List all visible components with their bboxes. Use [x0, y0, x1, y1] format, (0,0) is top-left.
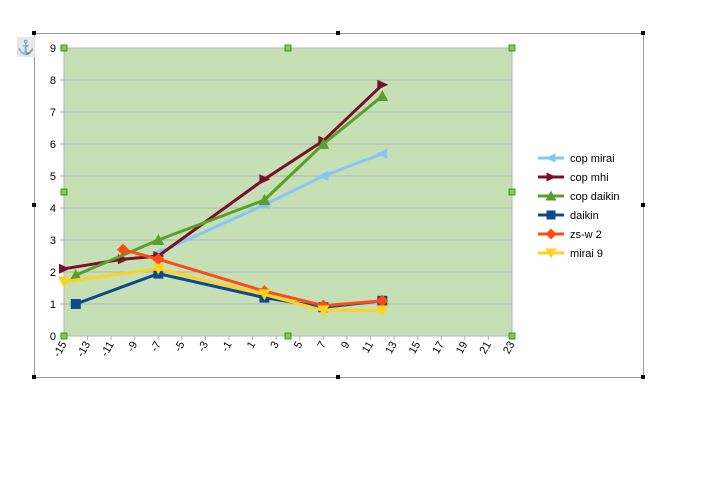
legend-marker — [545, 153, 556, 163]
data-point — [317, 171, 329, 181]
data-point — [376, 90, 389, 101]
y-tick-label: 1 — [50, 299, 56, 311]
data-point — [376, 294, 389, 307]
plot-area-handle[interactable] — [508, 44, 516, 52]
series-line[interactable] — [157, 152, 383, 255]
x-tick-label: -3 — [196, 340, 211, 354]
x-tick-label: -7 — [149, 340, 164, 354]
y-tick-label: 7 — [50, 107, 56, 119]
plot-area-handle[interactable] — [284, 332, 292, 340]
y-tick-label: 9 — [50, 43, 56, 55]
legend-marker — [545, 190, 557, 201]
x-tick-label: 5 — [292, 340, 305, 351]
y-tick-label: 3 — [50, 235, 56, 247]
legend-marker — [546, 210, 556, 220]
data-point — [70, 299, 81, 309]
legend-label[interactable]: daikin — [570, 210, 599, 222]
data-point — [376, 305, 389, 317]
legend-marker — [545, 248, 557, 259]
data-point — [69, 269, 82, 281]
x-tick-label: 11 — [360, 340, 376, 356]
x-tick-label: 23 — [501, 340, 518, 357]
x-tick-label: 15 — [407, 340, 424, 357]
data-point — [58, 276, 70, 288]
selection-handle-bottom-middle[interactable] — [336, 375, 340, 379]
x-tick-label: 19 — [454, 340, 471, 357]
data-point — [152, 263, 165, 275]
x-tick-label: -5 — [172, 340, 187, 354]
legend-marker — [545, 228, 557, 240]
selection-handle-top-left[interactable] — [32, 31, 36, 35]
x-tick-label: -9 — [125, 340, 140, 354]
y-tick-label: 5 — [50, 171, 56, 183]
data-point — [377, 79, 389, 90]
data-point — [258, 289, 271, 301]
data-point — [116, 243, 129, 256]
x-tick-label: 3 — [268, 340, 281, 351]
x-tick-label: 1 — [245, 340, 258, 351]
selection-handle-bottom-left[interactable] — [32, 375, 36, 379]
data-point — [376, 148, 388, 159]
y-tick-label: 2 — [50, 267, 56, 279]
data-point — [258, 194, 271, 205]
y-tick-label: 8 — [50, 75, 56, 87]
y-tick-label: 0 — [50, 331, 56, 343]
x-tick-label: 9 — [339, 340, 352, 351]
selection-handle-middle-left[interactable] — [32, 203, 36, 207]
anchor-icon[interactable]: ⚓ — [17, 37, 35, 57]
data-point — [152, 234, 165, 245]
legend-label[interactable]: zs-w 2 — [570, 229, 602, 241]
x-tick-label: 7 — [316, 340, 329, 351]
legend-label[interactable]: cop daikin — [570, 191, 620, 203]
plot-area-handle[interactable] — [284, 44, 292, 52]
plot-area-handle[interactable] — [60, 188, 68, 196]
y-tick-label: 4 — [50, 203, 56, 215]
x-tick-label: 21 — [478, 340, 495, 357]
selection-handle-bottom-right[interactable] — [641, 375, 645, 379]
legend-label[interactable]: mirai 9 — [570, 248, 603, 260]
legend-marker — [546, 172, 557, 182]
data-point — [152, 253, 165, 266]
x-tick-label: -13 — [75, 340, 93, 360]
plot-area-handle[interactable] — [60, 332, 68, 340]
selection-handle-top-right[interactable] — [641, 31, 645, 35]
y-tick-label: 6 — [50, 139, 56, 151]
x-tick-label: -1 — [219, 340, 234, 354]
data-point — [59, 263, 70, 274]
selection-handle-top-middle[interactable] — [336, 31, 340, 35]
x-tick-label: 17 — [430, 340, 447, 357]
legend-label[interactable]: cop mirai — [570, 153, 615, 165]
plot-area-handle[interactable] — [508, 332, 516, 340]
data-point — [317, 305, 330, 317]
plot-area-handle[interactable] — [508, 188, 516, 196]
data-point — [259, 174, 271, 185]
selection-handle-middle-right[interactable] — [641, 203, 645, 207]
plot-area-handle[interactable] — [60, 44, 68, 52]
data-point — [317, 138, 330, 149]
x-tick-label: -11 — [99, 340, 117, 359]
x-tick-label: 13 — [383, 340, 400, 357]
legend-label[interactable]: cop mhi — [570, 172, 609, 184]
